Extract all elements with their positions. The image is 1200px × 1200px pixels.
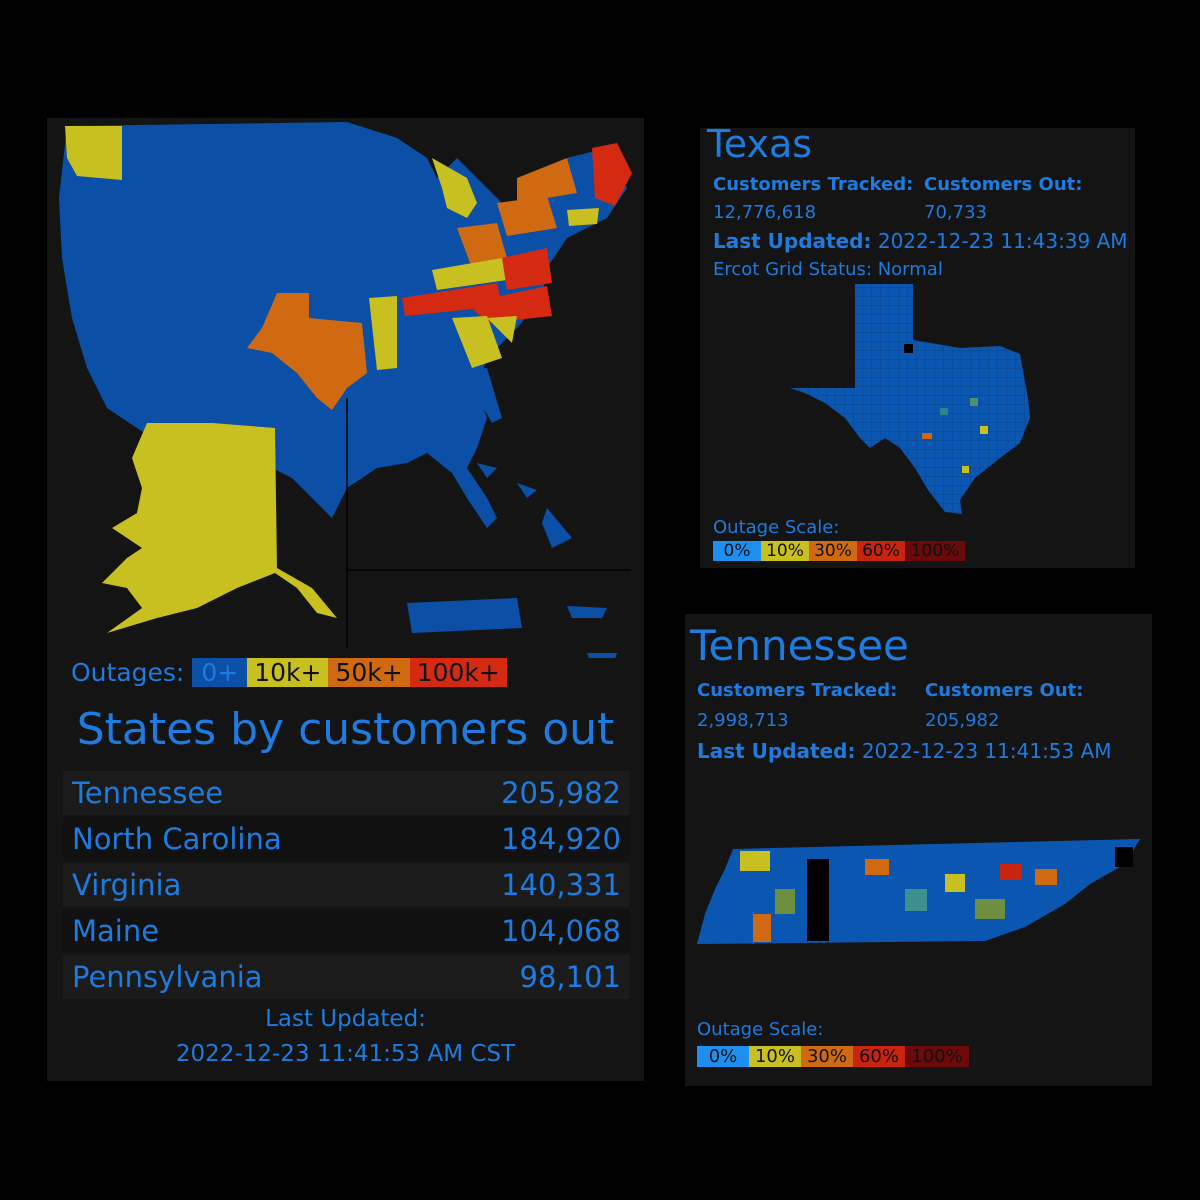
- us-outage-map: [59, 122, 632, 658]
- texas-title: Texas: [707, 122, 813, 166]
- county-red: [1000, 864, 1022, 880]
- county-yellow-2: [962, 466, 969, 473]
- tennessee-updated-value: 2022-12-23 11:41:53 AM: [861, 739, 1112, 763]
- state-north-carolina: [467, 286, 552, 323]
- state-new-england: [567, 208, 599, 226]
- scale-0: 0%: [713, 541, 761, 561]
- county-teal: [940, 408, 948, 415]
- texas-updated-value: 2022-12-23 11:43:39 AM: [877, 229, 1128, 253]
- row-state: Maine: [72, 914, 160, 948]
- legend-0plus: 0+: [192, 658, 248, 687]
- row-state: North Carolina: [72, 822, 282, 856]
- texas-updated-label: Last Updated:: [713, 229, 872, 253]
- county-orange-2: [865, 859, 889, 875]
- county-yellow: [980, 426, 988, 434]
- state-florida: [462, 368, 502, 423]
- state-virginia: [502, 248, 552, 290]
- tennessee-outage-scale: 0% 10% 30% 60% 100%: [697, 1046, 969, 1067]
- state-ohio: [457, 223, 507, 268]
- table-row: Virginia 140,331: [63, 863, 629, 907]
- outages-label: Outages:: [71, 658, 185, 687]
- state-texas: [247, 293, 367, 410]
- table-row: Pennsylvania 98,101: [63, 955, 629, 999]
- scale-10: 10%: [761, 541, 809, 561]
- row-out: 140,331: [501, 868, 621, 902]
- tennessee-tracked-label: Customers Tracked:: [697, 680, 898, 701]
- table-row: North Carolina 184,920: [63, 817, 629, 861]
- state-south-carolina: [487, 316, 517, 343]
- state-hawaii: [432, 448, 572, 548]
- legend-50k: 50k+: [328, 658, 410, 687]
- scale-60: 60%: [857, 541, 905, 561]
- row-out: 104,068: [501, 914, 621, 948]
- row-state: Tennessee: [72, 776, 224, 810]
- table-row: Tennessee 205,982: [63, 771, 629, 815]
- county-orange: [753, 914, 771, 942]
- texas-panel: Texas Customers Tracked: Customers Out: …: [700, 122, 1135, 568]
- tennessee-panel: Tennessee Customers Tracked: Customers O…: [685, 614, 1152, 1086]
- state-georgia: [452, 316, 502, 368]
- tennessee-scale-label: Outage Scale:: [697, 1019, 824, 1040]
- tennessee-title: Tennessee: [690, 621, 909, 670]
- county-green-2: [975, 899, 1005, 919]
- texas-outage-scale: 0% 10% 30% 60% 100%: [713, 541, 965, 561]
- row-out: 98,101: [519, 960, 621, 994]
- table-row: Maine 104,068: [63, 909, 629, 953]
- states-heading: States by customers out: [76, 704, 615, 755]
- county-black: [904, 344, 913, 353]
- last-updated-value: 2022-12-23 11:41:53 AM CST: [175, 1041, 516, 1067]
- us-outage-panel: Outages: 0+ 10k+ 50k+ 100k+ States by cu…: [47, 118, 644, 1081]
- scale-10: 10%: [749, 1046, 801, 1067]
- county-teal: [905, 889, 927, 911]
- county-black: [807, 859, 829, 941]
- tennessee-tracked-value: 2,998,713: [697, 710, 789, 731]
- texas-scale-label: Outage Scale:: [713, 517, 840, 538]
- texas-shape: [790, 284, 1030, 514]
- county-green: [775, 889, 795, 914]
- tennessee-updated-label: Last Updated:: [697, 739, 856, 763]
- texas-out-label: Customers Out:: [924, 174, 1083, 195]
- scale-100: 100%: [905, 1046, 969, 1067]
- state-new-york: [517, 158, 577, 203]
- texas-grid-status: Ercot Grid Status: Normal: [713, 259, 943, 280]
- tennessee-out-label: Customers Out:: [925, 680, 1084, 701]
- texas-tracked-label: Customers Tracked:: [713, 174, 914, 195]
- county-yellow-2: [945, 874, 965, 892]
- state-pennsylvania: [497, 196, 557, 236]
- tennessee-county-map: [697, 839, 1140, 944]
- legend-100k: 100k+: [409, 658, 507, 687]
- legend-10k: 10k+: [247, 658, 329, 687]
- row-state: Virginia: [72, 868, 182, 902]
- scale-0: 0%: [697, 1046, 749, 1067]
- county-orange: [922, 433, 932, 439]
- scale-30: 30%: [809, 541, 857, 561]
- scale-60: 60%: [853, 1046, 905, 1067]
- row-out: 205,982: [501, 776, 621, 810]
- scale-100: 100%: [905, 541, 965, 561]
- tennessee-out-value: 205,982: [925, 710, 1000, 731]
- texas-out-value: 70,733: [924, 202, 987, 223]
- scale-30: 30%: [801, 1046, 853, 1067]
- row-state: Pennsylvania: [72, 960, 263, 994]
- state-alaska: [102, 423, 337, 633]
- texas-tracked-value: 12,776,618: [713, 202, 817, 223]
- county-green: [970, 398, 978, 406]
- texas-county-map: [790, 284, 1030, 514]
- state-washington: [65, 126, 122, 180]
- state-puerto-rico: [407, 598, 617, 658]
- state-maine: [592, 143, 632, 206]
- state-kentucky: [432, 258, 507, 290]
- state-mississippi: [369, 296, 397, 370]
- outages-legend: Outages: 0+ 10k+ 50k+ 100k+: [71, 658, 507, 687]
- last-updated-label: Last Updated:: [265, 1006, 426, 1032]
- state-michigan: [432, 158, 477, 218]
- county-black-2: [1115, 847, 1133, 867]
- county-orange-3: [1035, 869, 1057, 885]
- row-out: 184,920: [501, 822, 621, 856]
- county-yellow: [740, 851, 770, 871]
